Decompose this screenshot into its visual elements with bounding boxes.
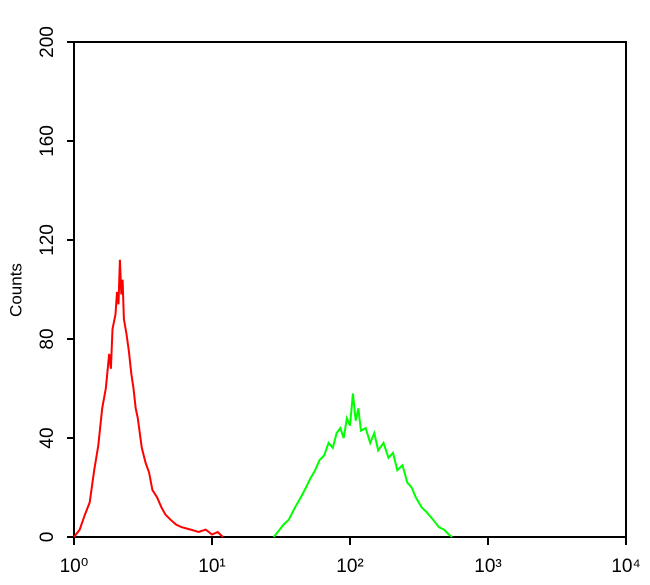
- y-tick-label: 160: [37, 125, 58, 157]
- y-tick-label: 80: [37, 328, 58, 349]
- y-tick-label: 120: [37, 224, 58, 256]
- x-tick-label: 10⁴: [611, 556, 640, 577]
- y-tick-label: 40: [37, 427, 58, 448]
- x-tick-label: 10¹: [198, 556, 225, 577]
- histogram-line: [272, 393, 453, 538]
- x-tick-label: 10³: [474, 556, 501, 577]
- plot-frame: [73, 41, 627, 538]
- y-tick-label: 0: [37, 532, 58, 543]
- y-axis-label: Counts: [6, 263, 25, 317]
- histogram-line: [73, 259, 224, 538]
- y-tick-label: 200: [37, 26, 58, 58]
- x-tick-label: 10²: [336, 556, 363, 577]
- x-tick-label: 10⁰: [60, 556, 89, 577]
